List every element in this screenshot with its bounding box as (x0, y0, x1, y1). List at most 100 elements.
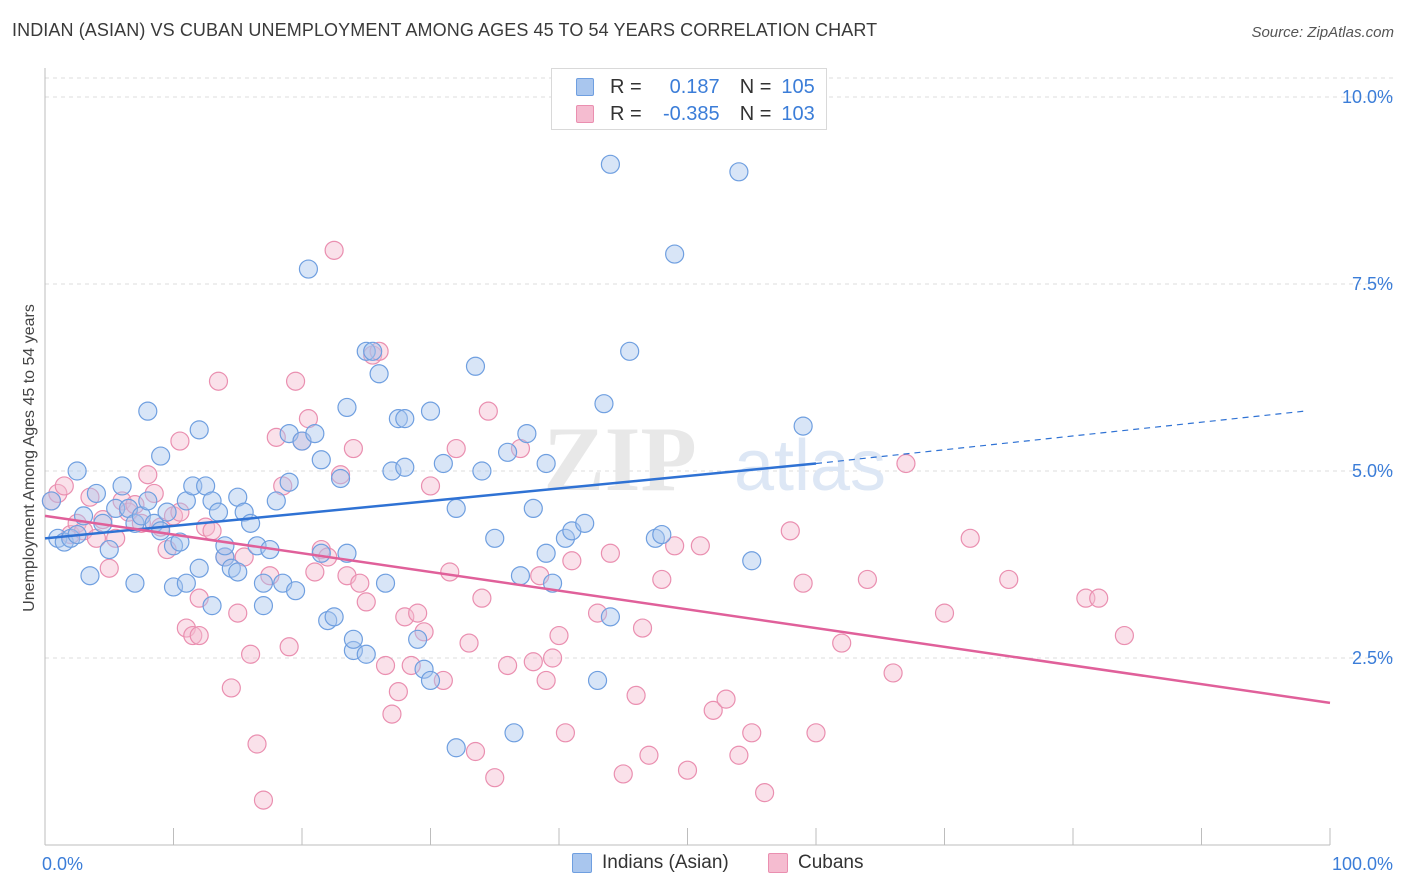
series-legend: Indians (Asian) Cubans (0, 852, 1406, 878)
legend-item-indians: Indians (Asian) (572, 852, 729, 874)
point-cubans (189, 625, 209, 646)
legend-swatch-blue (576, 78, 594, 96)
point-indians (343, 640, 363, 661)
point-indians (125, 573, 145, 593)
point-indians (279, 472, 299, 492)
point-indians (189, 420, 209, 440)
point-cubans (285, 371, 306, 391)
trend-line-indians-extension (815, 410, 1305, 465)
point-indians (555, 528, 576, 548)
point-indians (337, 397, 357, 418)
point-cubans (639, 745, 659, 765)
legend-r-label: R = (610, 75, 642, 98)
point-cubans (401, 655, 421, 676)
point-cubans (587, 603, 608, 623)
point-cubans (555, 723, 576, 743)
point-indians (215, 547, 235, 567)
point-cubans (677, 760, 698, 780)
point-indians (504, 723, 524, 743)
point-indians (151, 446, 171, 466)
point-cubans (536, 670, 556, 691)
point-cubans (542, 648, 563, 668)
legend-label-cubans: Cubans (798, 852, 864, 873)
point-cubans (375, 655, 396, 676)
point-indians (41, 491, 62, 511)
point-indians (542, 573, 563, 593)
point-indians (485, 528, 505, 548)
point-indians (298, 259, 319, 279)
point-indians (157, 502, 177, 522)
point-cubans (523, 652, 543, 672)
legend-swatch-pink (768, 853, 788, 873)
point-cubans (305, 562, 325, 582)
point-cubans (960, 528, 980, 548)
point-cubans (780, 521, 800, 541)
point-cubans (138, 465, 158, 485)
point-indians (395, 457, 415, 477)
point-cubans (170, 431, 190, 451)
point-indians (363, 341, 383, 361)
point-cubans (408, 603, 428, 623)
point-indians (517, 424, 537, 444)
point-cubans (324, 240, 344, 260)
point-cubans (1114, 625, 1135, 646)
point-indians (99, 539, 119, 560)
point-indians (311, 450, 331, 470)
point-indians (388, 409, 408, 429)
legend-n-value: 103 (781, 102, 815, 125)
point-indians (202, 491, 222, 511)
legend-n-label: N = (739, 102, 772, 125)
point-cubans (459, 633, 479, 653)
point-cubans (208, 371, 229, 391)
point-indians (620, 341, 640, 361)
y-tick-label: 10.0% (1342, 87, 1393, 107)
point-cubans (498, 655, 518, 676)
point-cubans (54, 476, 74, 496)
point-indians (330, 468, 351, 489)
point-cubans (1089, 588, 1109, 608)
watermark-atlas: atlas (734, 426, 886, 506)
point-indians (742, 551, 762, 571)
x-tick-label-min: 0.0% (42, 854, 83, 874)
point-indians (523, 498, 543, 518)
point-cubans (465, 741, 486, 762)
point-indians (369, 364, 389, 384)
point-indians (176, 573, 196, 593)
point-cubans (350, 573, 370, 593)
trend-lines (44, 410, 1331, 705)
point-cubans (395, 607, 415, 627)
point-indians (234, 502, 254, 522)
point-cubans (806, 723, 826, 743)
point-indians (324, 607, 344, 627)
point-cubans (729, 745, 749, 765)
point-indians (170, 532, 190, 552)
legend-swatch-blue (572, 853, 592, 873)
point-indians (311, 543, 331, 563)
point-cubans (478, 401, 498, 421)
watermark: ZIP atlas (543, 408, 886, 510)
legend-n-label: N = (739, 75, 772, 98)
point-indians (285, 581, 306, 601)
legend-item-cubans: Cubans (768, 852, 864, 874)
point-indians (208, 502, 229, 522)
point-indians (408, 629, 428, 649)
point-indians (215, 536, 235, 556)
point-indians (600, 607, 621, 627)
point-indians (536, 543, 556, 563)
point-indians (414, 659, 434, 679)
point-indians (189, 558, 209, 578)
legend-row-indians: R = 0.187 N = 105 (576, 74, 815, 100)
y-tick-label: 7.5% (1352, 274, 1393, 294)
point-indians (305, 424, 325, 444)
grid-lines (45, 77, 1395, 659)
point-indians (510, 566, 531, 586)
point-cubans (754, 783, 775, 803)
point-indians (420, 401, 441, 421)
point-cubans (279, 637, 299, 657)
point-cubans (247, 734, 267, 754)
point-indians (793, 416, 813, 436)
legend-r-value: -0.385 (662, 102, 720, 125)
point-indians (382, 461, 402, 481)
point-indians (465, 356, 486, 376)
